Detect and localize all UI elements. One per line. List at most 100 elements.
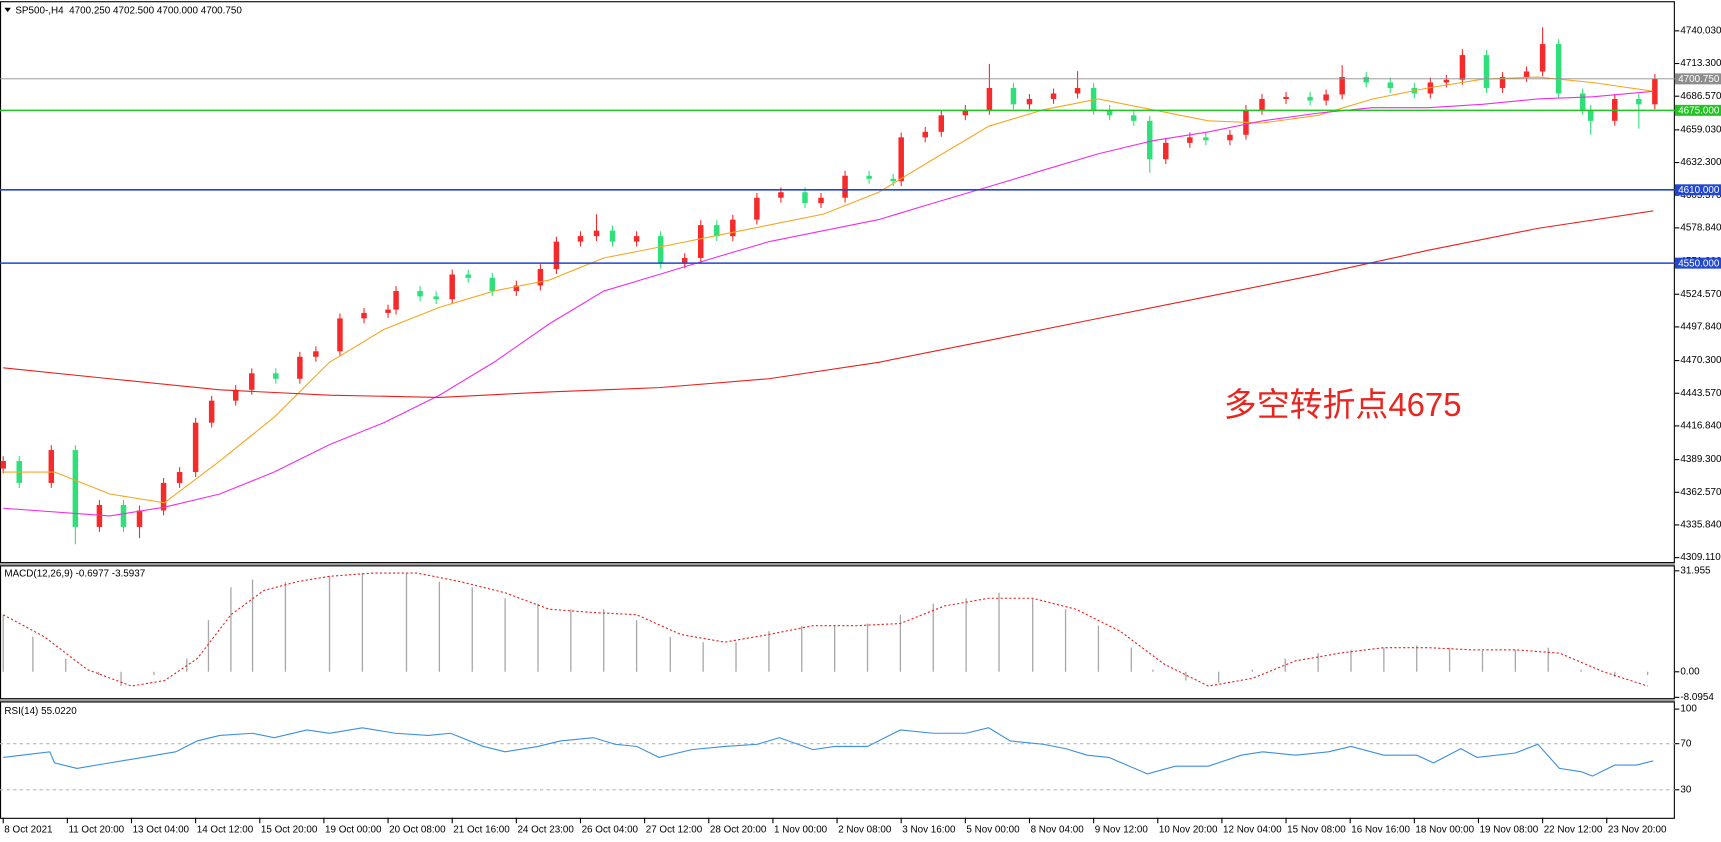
candle-body — [842, 175, 848, 198]
panel-title: SP500-,H4 — [15, 6, 64, 17]
candle-body — [1339, 76, 1345, 95]
moving-average — [3, 90, 1654, 517]
candle-body — [1587, 109, 1594, 121]
candle-body — [1050, 93, 1057, 99]
x-tick-label: 19 Oct 00:00 — [325, 824, 382, 835]
candle-body — [698, 225, 704, 259]
y-tick-label: 4443.570 — [1680, 388, 1721, 399]
candle-body — [577, 236, 584, 242]
price-level-tag — [1674, 257, 1721, 269]
candle-body — [176, 472, 183, 483]
candle-body — [1187, 137, 1193, 143]
x-tick-label: 5 Nov 00:00 — [966, 824, 1020, 835]
x-tick-label: 14 Oct 12:00 — [197, 824, 254, 835]
candle-body — [1459, 55, 1466, 80]
candle-body — [1074, 87, 1081, 94]
candle-body — [72, 450, 79, 527]
candle-body — [0, 461, 6, 469]
macd-panel — [0, 565, 1675, 700]
candle-body — [96, 504, 103, 527]
candle-body — [160, 482, 167, 511]
price-level-tag — [1674, 73, 1721, 85]
candle-body — [778, 192, 784, 198]
candle-body — [297, 356, 303, 379]
y-tick-label: 30 — [1680, 784, 1691, 795]
candle-body — [802, 192, 808, 204]
candle-body — [249, 373, 255, 390]
candle-body — [232, 389, 239, 401]
y-tick-label: 4713.300 — [1680, 58, 1721, 69]
candle-body — [313, 351, 319, 357]
candle-body — [714, 225, 720, 237]
candle-body — [433, 296, 439, 300]
moving-average — [3, 76, 1654, 504]
candle-body — [513, 285, 520, 292]
y-tick-label: 100 — [1680, 704, 1697, 715]
x-tick-label: 24 Oct 23:00 — [517, 824, 574, 835]
rsi-panel — [0, 701, 1675, 819]
candle-body — [1523, 71, 1530, 77]
candle-body — [609, 230, 616, 242]
candle-body — [1307, 96, 1313, 101]
candle-body — [417, 291, 423, 297]
y-tick-label: 4335.840 — [1680, 520, 1721, 531]
candle-body — [1130, 115, 1137, 121]
y-tick-label: 4470.300 — [1680, 355, 1721, 366]
candle-body — [465, 274, 471, 278]
candle-body — [657, 236, 664, 264]
candle-body — [1443, 79, 1450, 83]
x-tick-label: 8 Nov 04:00 — [1031, 824, 1085, 835]
signal-line — [2, 572, 1648, 687]
candle-body — [1555, 44, 1562, 94]
candle-body — [337, 318, 343, 352]
x-tick-label: 2 Nov 08:00 — [838, 824, 892, 835]
quote: 4700.250 4702.500 4700.000 4700.750 — [69, 6, 242, 17]
x-tick-label: 16 Nov 16:00 — [1351, 824, 1410, 835]
x-tick-label: 10 Nov 20:00 — [1159, 824, 1218, 835]
candle-body — [898, 137, 904, 182]
x-tick-label: 19 Nov 08:00 — [1480, 824, 1539, 835]
candle-body — [1539, 44, 1546, 72]
x-tick-label: 22 Nov 12:00 — [1544, 824, 1603, 835]
candle-body — [1163, 142, 1169, 160]
x-tick-label: 11 Oct 20:00 — [68, 824, 124, 835]
price-level-label: 4610.000 — [1678, 185, 1720, 196]
x-tick-label: 23 Nov 20:00 — [1608, 824, 1667, 835]
x-tick-label: 20 Oct 08:00 — [389, 824, 446, 835]
x-tick-label: 8 Oct 2021 — [4, 824, 52, 835]
candle-body — [1283, 96, 1289, 99]
candle-body — [136, 510, 143, 527]
candle-body — [449, 274, 455, 300]
candle-body — [818, 197, 824, 204]
candle-body — [361, 312, 367, 319]
candle-body — [1203, 137, 1209, 141]
candle-body — [1227, 134, 1233, 141]
candle-body — [986, 87, 993, 110]
candle-body — [208, 400, 215, 423]
x-tick-label: 27 Oct 12:00 — [646, 824, 703, 835]
x-tick-label: 3 Nov 16:00 — [902, 824, 956, 835]
candle-body — [730, 219, 736, 237]
candle-body — [1146, 120, 1153, 160]
candle-body — [1010, 87, 1017, 105]
menu-triangle[interactable] — [4, 7, 11, 13]
y-tick-label: 4605.570 — [1680, 190, 1721, 201]
candle-body — [553, 241, 560, 270]
panel-separator — [0, 699, 1675, 702]
candle-body — [1652, 78, 1658, 105]
x-tick-label: 13 Oct 04:00 — [133, 824, 190, 835]
candle-body — [962, 109, 969, 116]
x-tick-label: 26 Oct 04:00 — [582, 824, 639, 835]
y-tick-label: 4524.570 — [1680, 289, 1721, 300]
x-tick-label: 21 Oct 16:00 — [453, 824, 510, 835]
y-tick-label: 4686.570 — [1680, 91, 1721, 102]
candle-body — [1090, 87, 1097, 110]
panel-title: MACD(12,26,9) -0.6977 -3.5937 — [4, 569, 145, 580]
candle-body — [273, 373, 279, 379]
annotation: 多空转折点4675 — [1224, 386, 1462, 423]
candle-body — [890, 178, 896, 182]
y-tick-label: 4659.030 — [1680, 124, 1721, 135]
candle-body — [922, 131, 928, 138]
y-tick-label: 31.955 — [1680, 565, 1711, 576]
